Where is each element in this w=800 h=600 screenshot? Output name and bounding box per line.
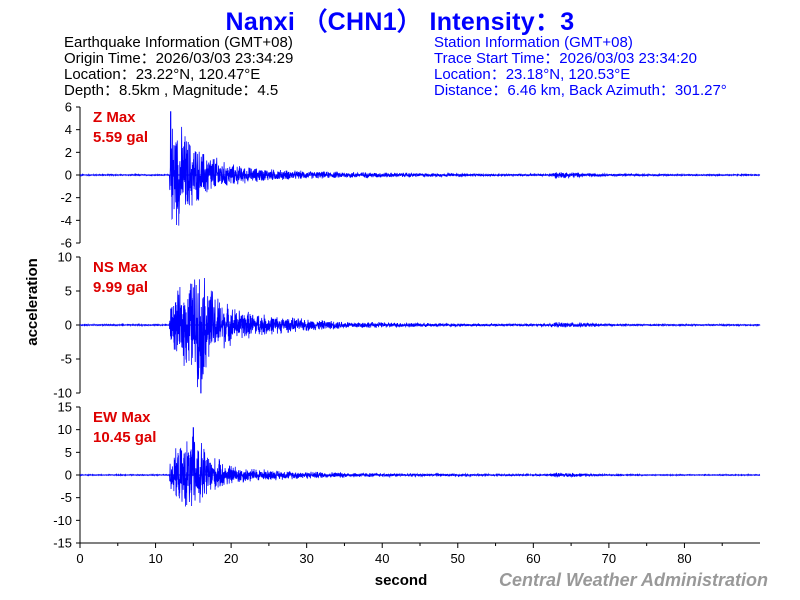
distance-azimuth: Distance：6.46 km, Back Azimuth：301.27°	[434, 82, 727, 99]
y-tick-label: -15	[53, 536, 72, 551]
origin-time: Origin Time：2026/03/03 23:34:29	[64, 50, 294, 67]
max-label-z: Z Max	[93, 109, 136, 126]
y-tick-label: -10	[53, 513, 72, 528]
max-label-ns: NS Max	[93, 259, 148, 276]
trace-start-time: Trace Start Time：2026/03/03 23:34:20	[434, 50, 697, 67]
y-tick-label: 5	[65, 445, 72, 460]
earthquake-info-heading: Earthquake Information (GMT+08)	[64, 34, 293, 51]
max-value-ns: 9.99 gal	[93, 279, 148, 296]
x-axis-label: second	[375, 572, 428, 589]
x-tick-label: 40	[375, 551, 389, 566]
y-tick-label: 4	[65, 122, 72, 137]
y-tick-label: -2	[60, 190, 72, 205]
x-tick-label: 70	[602, 551, 616, 566]
y-tick-label: -4	[60, 213, 72, 228]
max-label-ew: EW Max	[93, 409, 151, 426]
earthquake-info: Earthquake Information (GMT+08) Origin T…	[64, 35, 293, 99]
y-tick-label: 15	[58, 400, 72, 415]
trace-ns	[79, 277, 761, 394]
y-tick-label: 10	[58, 250, 72, 265]
max-value-z: 5.59 gal	[93, 129, 148, 146]
x-tick-label: 60	[526, 551, 540, 566]
x-tick-label: 10	[148, 551, 162, 566]
y-tick-label: 0	[65, 468, 72, 483]
y-axis-label: acceleration	[24, 258, 41, 346]
x-tick-label: 0	[76, 551, 83, 566]
y-tick-label: 6	[65, 100, 72, 115]
credit-text: Central Weather Administration	[499, 570, 768, 590]
y-tick-label: 0	[65, 318, 72, 333]
x-tick-label: 30	[299, 551, 313, 566]
y-tick-label: -5	[60, 352, 72, 367]
max-value-ew: 10.45 gal	[93, 429, 156, 446]
y-tick-label: -5	[60, 490, 72, 505]
y-tick-label: 0	[65, 168, 72, 183]
trace-z	[79, 111, 761, 226]
epicenter-location: Location：23.22°N, 120.47°E	[64, 66, 261, 83]
depth-magnitude: Depth：8.5km , Magnitude：4.5	[64, 82, 279, 99]
x-tick-label: 80	[677, 551, 691, 566]
x-tick-label: 50	[451, 551, 465, 566]
station-info: Station Information (GMT+08) Trace Start…	[434, 35, 727, 99]
trace-ew	[79, 427, 761, 507]
y-tick-label: 5	[65, 284, 72, 299]
x-tick-label: 20	[224, 551, 238, 566]
y-tick-label: -10	[53, 386, 72, 401]
chart-title: Nanxi （CHN1） Intensity：3	[225, 8, 575, 36]
station-location: Location：23.18°N, 120.53°E	[434, 66, 631, 83]
y-tick-label: 2	[65, 145, 72, 160]
station-info-heading: Station Information (GMT+08)	[434, 34, 633, 51]
y-tick-label: 10	[58, 422, 72, 437]
y-tick-label: -6	[60, 236, 72, 251]
